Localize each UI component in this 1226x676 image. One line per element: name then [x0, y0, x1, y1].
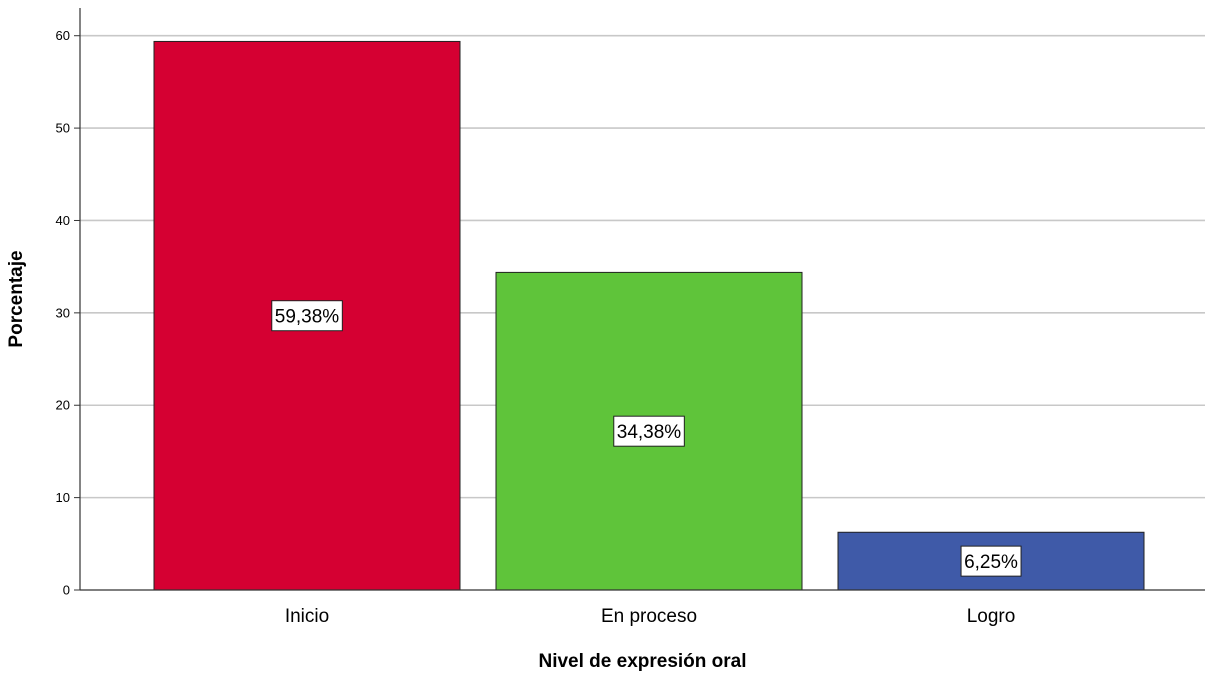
x-category-label-inicio: Inicio — [285, 606, 329, 627]
x-category-labels: Inicio En proceso Logro — [285, 606, 1015, 627]
y-tick-label-60: 60 — [56, 28, 70, 43]
data-labels: 59,38% 34,38% 6,25% — [271, 300, 1022, 577]
data-label-en-proceso: 34,38% — [613, 415, 685, 447]
y-tick-label-50: 50 — [56, 121, 70, 136]
x-category-label-logro: Logro — [967, 606, 1016, 627]
data-label-box — [613, 415, 685, 447]
y-tick-label-0: 0 — [63, 583, 70, 598]
y-tick-labels: 0 10 20 30 40 50 60 — [56, 28, 80, 598]
y-tick-label-40: 40 — [56, 213, 70, 228]
data-label-text: 6,25% — [964, 552, 1018, 573]
data-label-inicio: 59,38% — [271, 300, 343, 332]
data-label-logro: 6,25% — [960, 545, 1022, 577]
data-label-text: 34,38% — [617, 422, 682, 443]
x-axis-title: Nivel de expresión oral — [538, 651, 746, 672]
bars — [153, 40, 1145, 591]
y-tick-label-10: 10 — [56, 490, 70, 505]
x-category-label-en-proceso: En proceso — [601, 606, 697, 627]
y-axis-title: Porcentaje — [6, 250, 27, 347]
axes — [79, 8, 1205, 591]
data-label-box — [960, 545, 1022, 577]
data-label-text: 59,38% — [275, 307, 340, 328]
y-tick-label-20: 20 — [56, 398, 70, 413]
data-label-box — [271, 300, 343, 332]
y-tick-label-30: 30 — [56, 305, 70, 320]
